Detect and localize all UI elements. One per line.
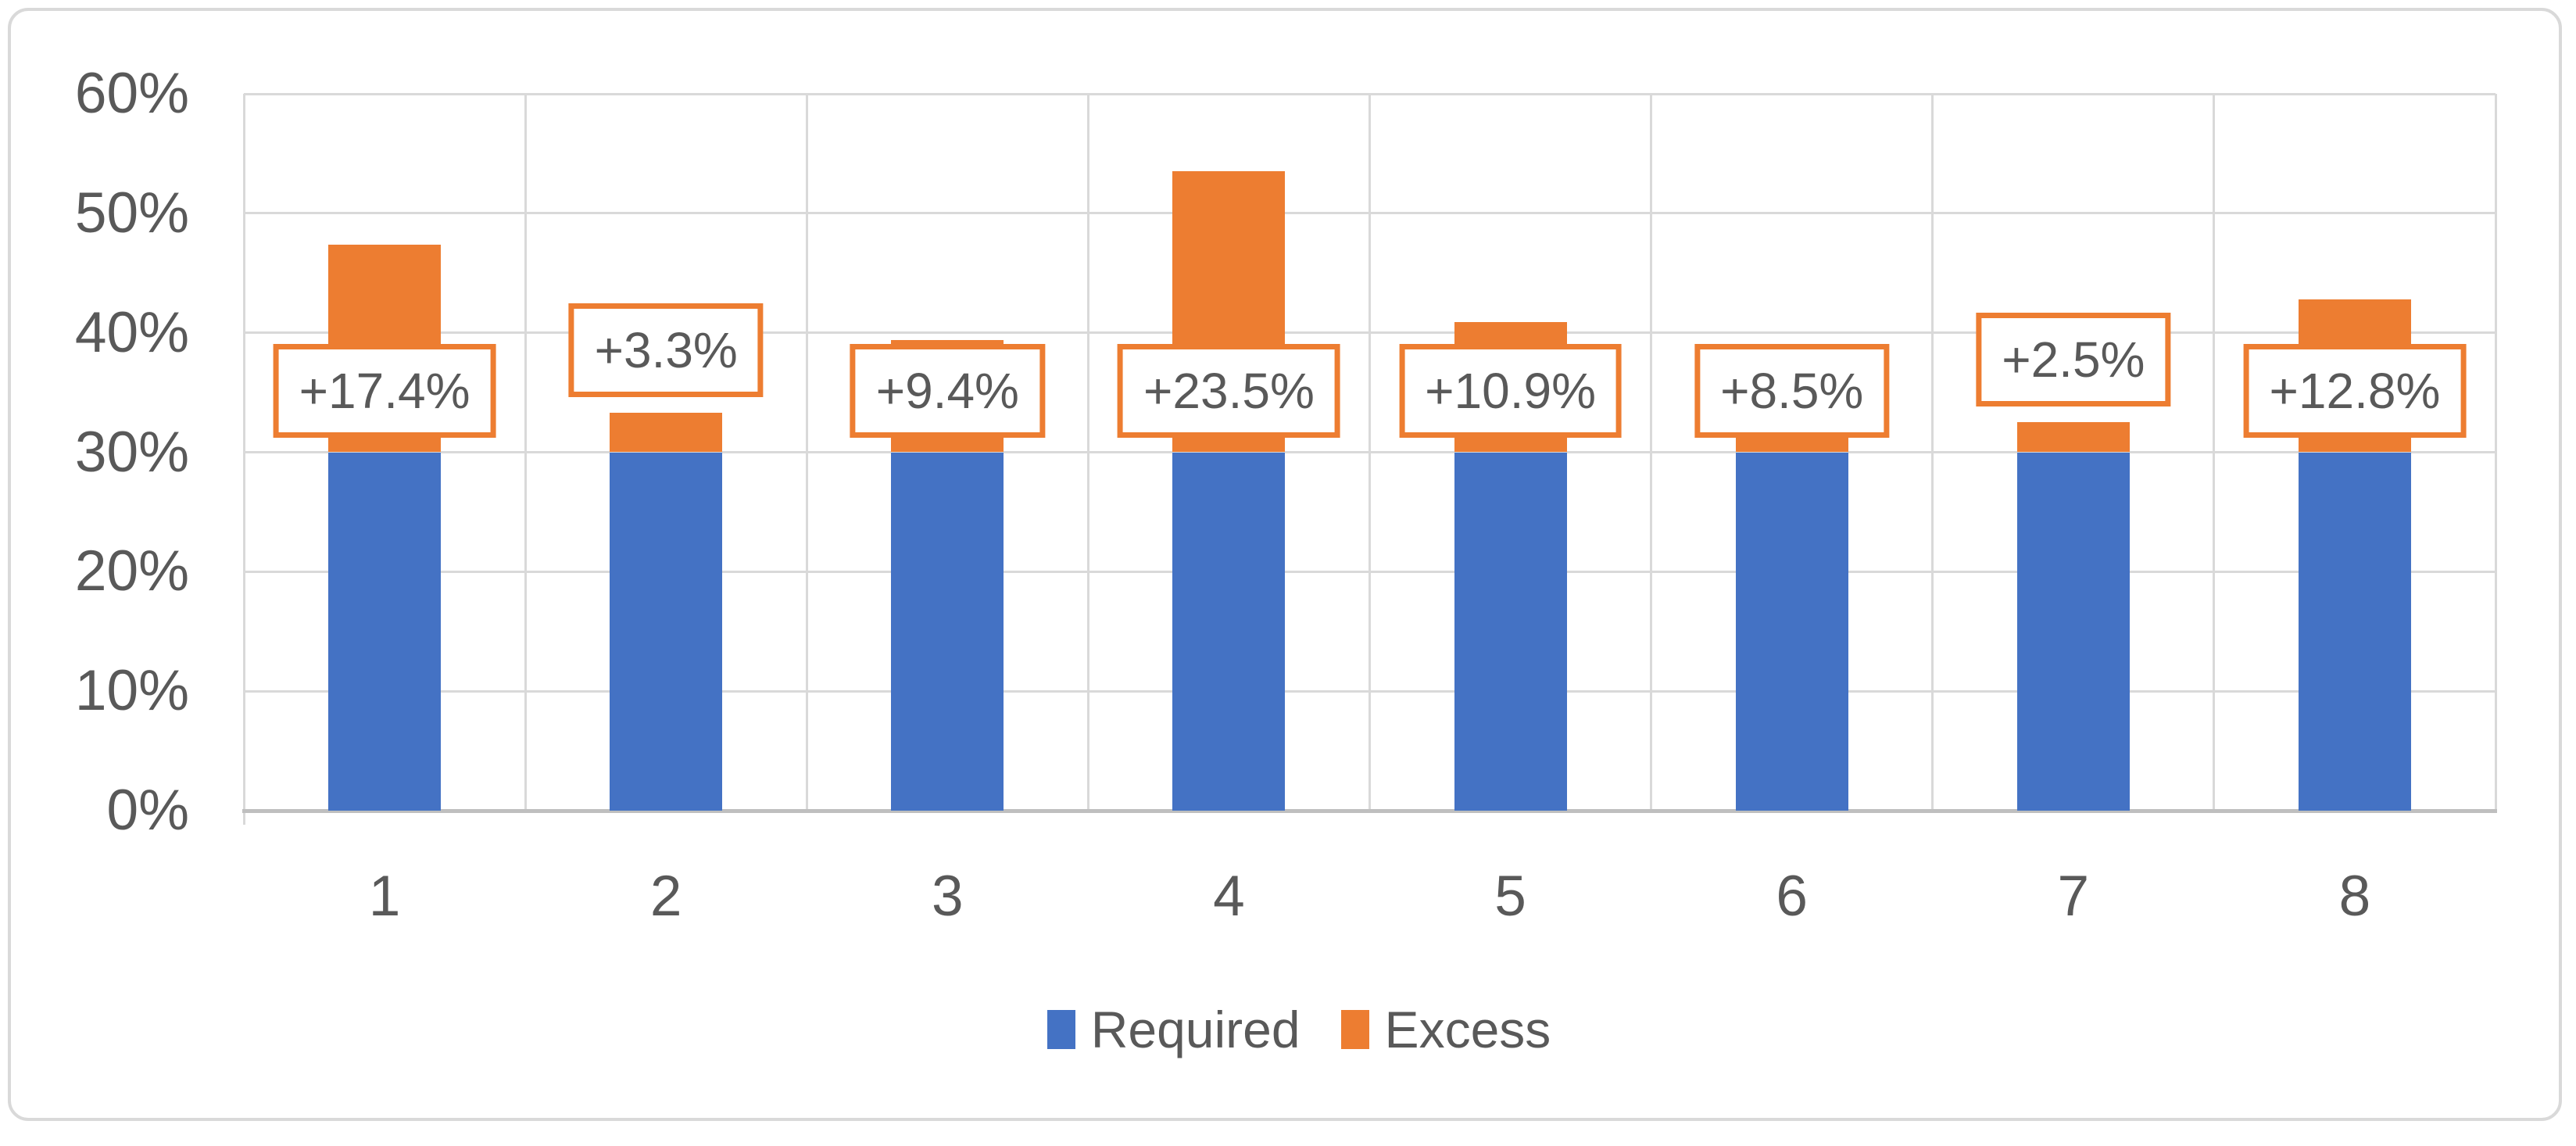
bar-segment-required[interactable] xyxy=(610,452,723,811)
bar-segment-required[interactable] xyxy=(1454,452,1567,811)
bar-segment-required[interactable] xyxy=(2016,452,2130,811)
legend-label: Required xyxy=(1090,1001,1301,1058)
y-axis-tick-label: 0% xyxy=(106,779,189,842)
data-label[interactable]: +23.5% xyxy=(1118,344,1340,439)
y-axis-tick-label: 50% xyxy=(74,181,189,245)
legend-label: Excess xyxy=(1384,1001,1551,1058)
gridline-vertical xyxy=(1931,94,1934,811)
data-label[interactable]: +10.9% xyxy=(1399,344,1622,439)
bar-segment-excess[interactable] xyxy=(610,413,723,453)
bar-segment-required[interactable] xyxy=(1172,452,1286,811)
y-axis-tick-label: 30% xyxy=(74,420,189,484)
y-axis-tick-label: 60% xyxy=(74,62,189,125)
gridline-vertical xyxy=(242,94,245,825)
legend-swatch-required xyxy=(1046,1010,1075,1049)
x-axis-category-label: 8 xyxy=(2338,865,2371,928)
plot-area: 0% 10% 20% 30% 40% 50% 60% +17.4% 1 +3.3% 2 +9.4% 3 +… xyxy=(11,11,2576,1146)
legend[interactable]: Required Excess xyxy=(11,987,2576,1073)
x-axis-category-label: 7 xyxy=(2057,865,2090,928)
data-label[interactable]: +2.5% xyxy=(1976,313,2171,407)
legend-swatch-excess xyxy=(1340,1010,1369,1049)
legend-item-excess[interactable]: Excess xyxy=(1340,1001,1551,1058)
gridline-vertical xyxy=(1368,94,1371,811)
legend-item-required[interactable]: Required xyxy=(1046,1001,1301,1058)
chart-frame: 0% 10% 20% 30% 40% 50% 60% +17.4% 1 +3.3% 2 +9.4% 3 +… xyxy=(8,8,2562,1121)
x-axis-category-label: 4 xyxy=(1213,865,1245,928)
bar-segment-required[interactable] xyxy=(891,452,1004,811)
bar-segment-required[interactable] xyxy=(1735,452,1848,811)
gridline-vertical xyxy=(2494,94,2497,811)
y-axis-tick-label: 10% xyxy=(74,659,189,723)
data-label[interactable]: +9.4% xyxy=(850,344,1045,439)
x-axis-line xyxy=(242,809,2497,813)
gridline-vertical xyxy=(1650,94,1653,811)
gridline-vertical xyxy=(524,94,527,811)
gridline-vertical xyxy=(1086,94,1089,811)
bar-segment-required[interactable] xyxy=(2298,452,2411,811)
data-label[interactable]: +8.5% xyxy=(1694,344,1890,439)
gridline-vertical xyxy=(805,94,808,811)
x-axis-category-label: 5 xyxy=(1494,865,1526,928)
data-label[interactable]: +12.8% xyxy=(2243,344,2467,439)
bar-segment-excess[interactable] xyxy=(2016,422,2130,453)
y-axis-tick-label: 40% xyxy=(74,300,189,364)
x-axis-category-label: 1 xyxy=(368,865,401,928)
x-axis-category-label: 3 xyxy=(932,865,964,928)
data-label[interactable]: +3.3% xyxy=(568,303,764,398)
y-axis-tick-label: 20% xyxy=(74,539,189,603)
data-label[interactable]: +17.4% xyxy=(273,344,496,439)
x-axis-category-label: 6 xyxy=(1776,865,1808,928)
gridline-vertical xyxy=(2213,94,2216,811)
x-axis-category-label: 2 xyxy=(649,865,682,928)
bar-segment-required[interactable] xyxy=(328,452,442,811)
